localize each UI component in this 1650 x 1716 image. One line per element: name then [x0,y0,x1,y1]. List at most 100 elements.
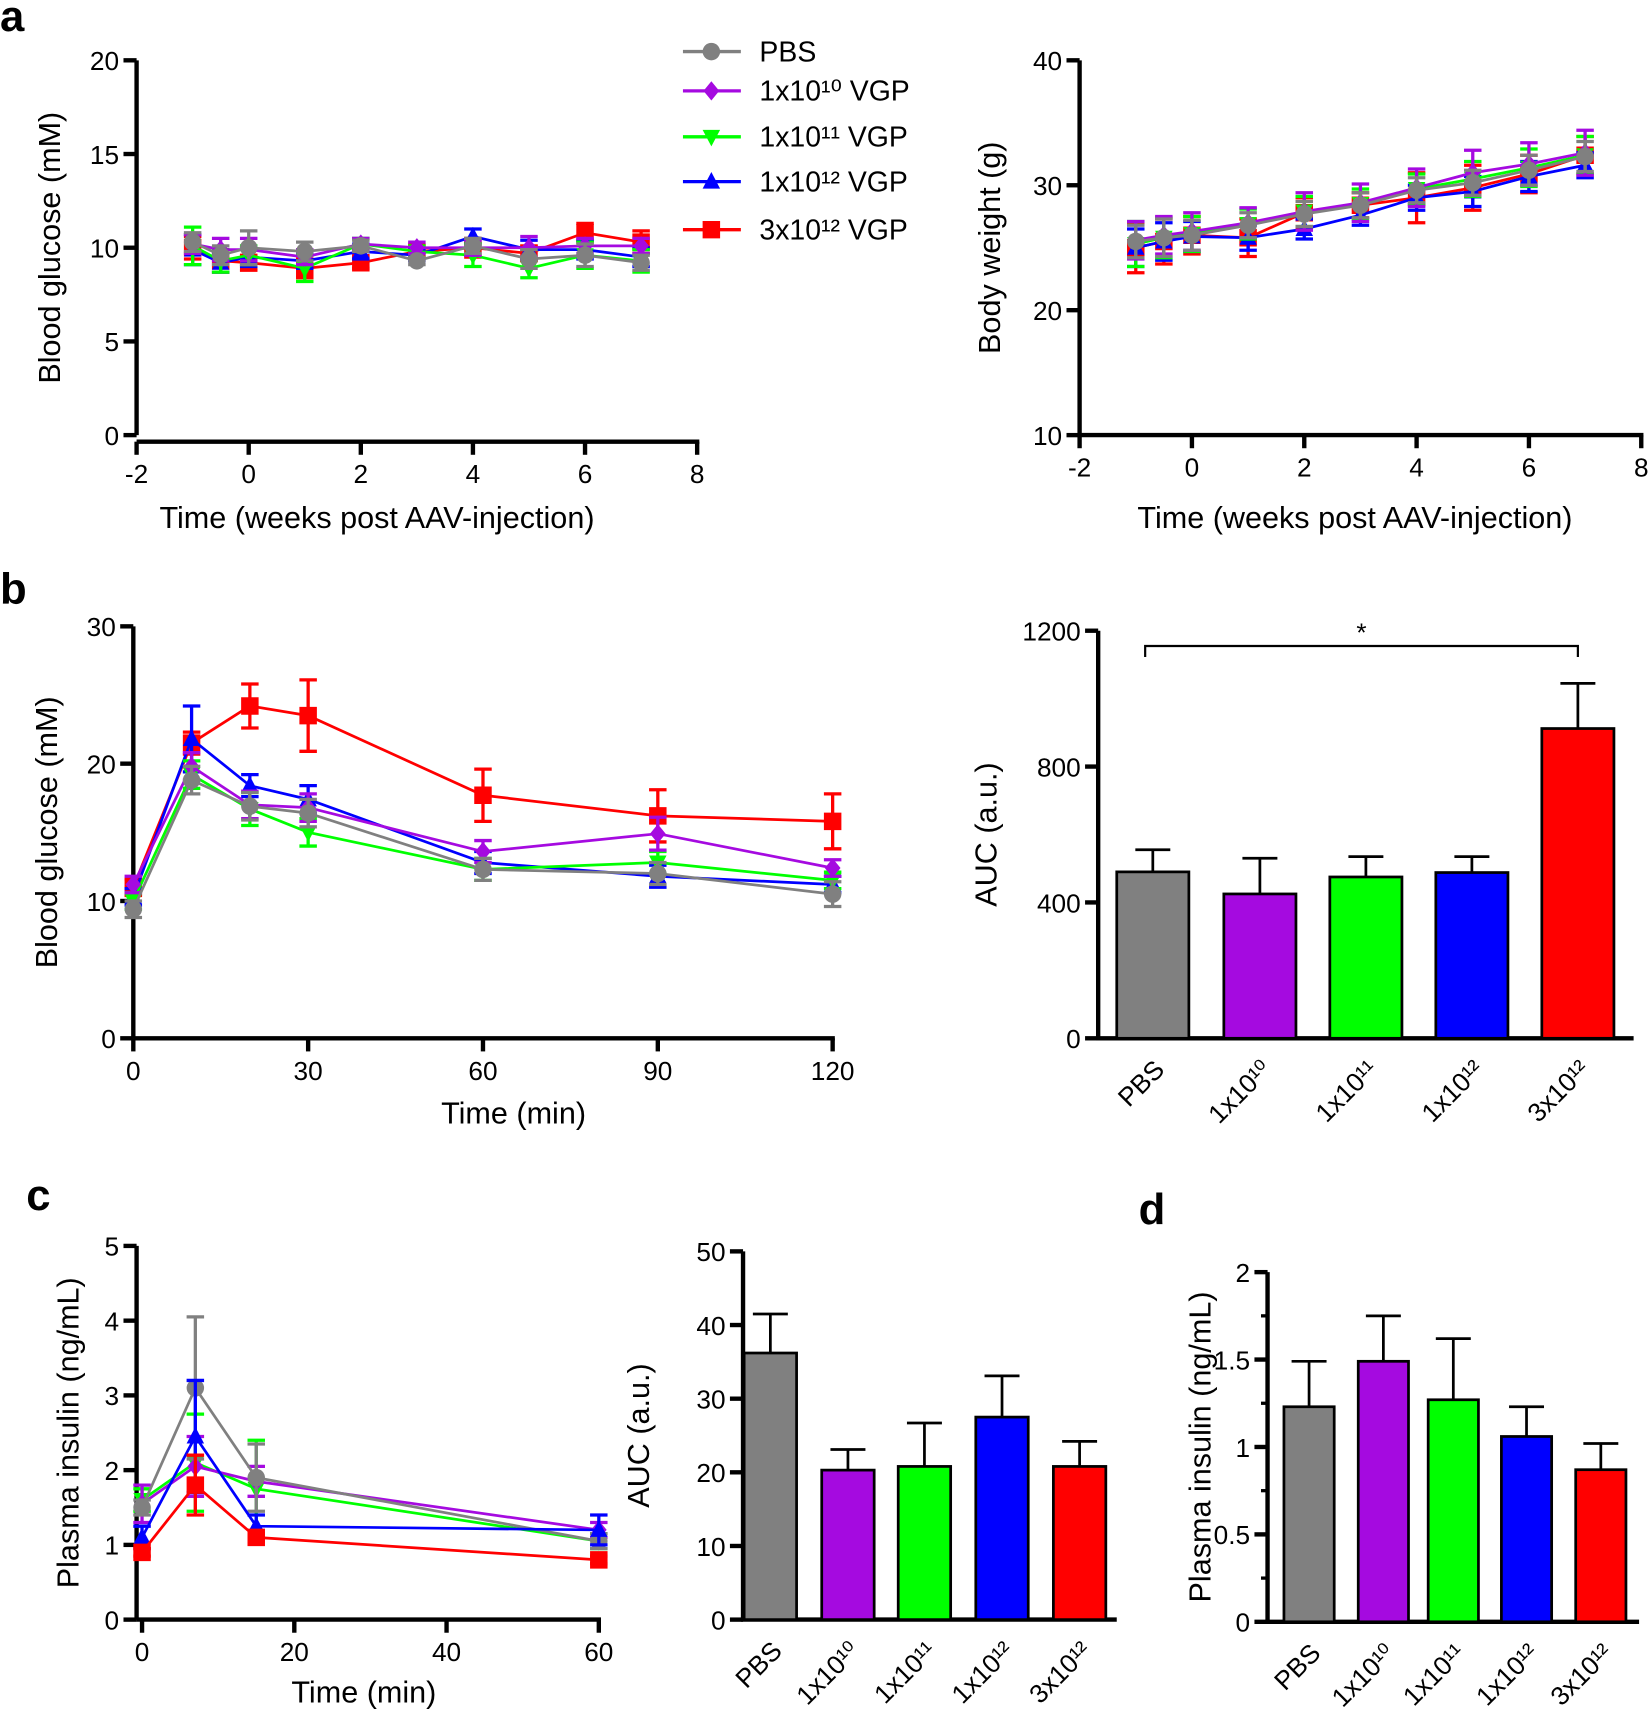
diamond-marker [409,238,425,258]
legend-label: 1x10¹¹ VGP [759,122,907,154]
x-tick-label: 6 [578,459,593,489]
diamond-marker [633,236,649,256]
bar-PBS [1115,870,1191,1040]
y-tick-label: 20 [87,749,116,779]
y-tick-label: 0 [105,1605,120,1635]
triangle-down-marker [299,825,317,842]
circle-marker [247,1468,265,1487]
circle-marker [1239,216,1257,234]
y-tick-label: 10 [90,234,119,264]
chart-b-line: 0 10 20 30 Blood glucose (mM) 0 30 60 90 120 Time … [30,612,855,1130]
x-tick-label: 0 [126,1056,141,1086]
y-tick-label: 20 [1033,296,1062,326]
legend-label: 1x10¹² VGP [759,166,907,198]
x-tick-label: 1x10¹² [1470,1637,1544,1711]
y-axis-label: Blood glucose (mM) [30,696,64,968]
y-tick-label: 4 [105,1306,120,1336]
x-tick-label: 120 [811,1056,855,1086]
square-marker [241,697,259,715]
circle-marker [632,253,650,272]
y-axis-label: Plasma insulin (ng/mL) [1184,1291,1218,1602]
series-line [192,242,642,270]
y-axis-label: Plasma insulin (ng/mL) [52,1277,86,1588]
y-tick-label: 10 [87,887,116,917]
chart-c-line: 0 1 2 3 4 5 Plasma insulin (ng/mL) 0 20 40 60 Time … [52,1232,614,1710]
x-tick-label: 1x10¹² [946,1635,1020,1709]
series-line [141,1461,600,1543]
series-line [192,231,642,270]
y-tick-label: 1.5 [1214,1345,1250,1375]
y-tick-label: 5 [105,1232,120,1262]
bar-1x10¹² [1500,1435,1554,1624]
circle-marker [649,864,667,883]
circle-marker [576,246,594,264]
square-marker [299,706,317,725]
panel-letter-c: c [26,1171,50,1220]
legend-label: 1x10¹⁰ VGP [759,76,909,108]
y-tick-label: 0 [105,421,120,451]
triangle-up-marker [133,1527,151,1545]
series-line [1135,151,1586,242]
x-axis-label: Time (min) [291,1676,436,1710]
bar-1x10¹¹ [1328,875,1404,1040]
circle-marker [239,238,258,257]
y-tick-label: 10 [1033,421,1062,451]
square-marker [590,1551,608,1569]
circle-marker [1407,181,1426,199]
bar-1x10¹⁰ [820,1468,876,1621]
circle-marker [1127,232,1145,251]
x-tick-label: 90 [643,1056,672,1086]
bar-1x10¹² [974,1415,1030,1621]
square-marker [474,786,492,804]
legend-item: 3x10¹² VGP [682,215,908,247]
chart-c-bar: 0 10 20 30 40 50 AUC (a.u.) PBS 1x10¹⁰ 1x10¹¹ 1x10… [622,1237,1117,1710]
circle-marker [182,771,201,789]
bar-1x10¹² [1434,871,1510,1040]
x-tick-label: 4 [466,459,481,489]
y-tick-label: 20 [90,46,119,76]
triangle-up-marker [702,171,721,189]
y-tick-label: 1 [105,1531,120,1561]
diamond-marker [649,824,666,844]
y-tick-label: 15 [90,140,119,170]
x-tick-label: 1x10¹¹ [1397,1637,1471,1711]
bar-3x10¹² [1574,1468,1628,1624]
y-tick-label: 1 [1235,1433,1250,1463]
diamond-marker [703,81,720,101]
legend-item: 1x10¹¹ VGP [682,122,908,154]
circle-marker [1295,205,1314,223]
triangle-down-marker [702,129,721,147]
y-tick-label: 0 [711,1605,726,1635]
y-tick-label: 800 [1037,752,1081,782]
series-line [140,1385,600,1543]
circle-marker [1183,226,1201,244]
y-tick-label: 30 [87,612,116,642]
y-tick-label: 50 [696,1237,725,1267]
legend-label: PBS [759,36,816,68]
circle-marker [124,900,143,918]
y-tick-label: 10 [696,1532,725,1562]
square-marker [823,812,842,831]
diamond-marker [125,874,142,895]
series-line [140,1433,599,1539]
x-tick-label: 3x10¹² [1023,1635,1097,1709]
x-tick-label: 8 [1634,453,1649,483]
legend-label: 3x10¹² VGP [759,215,907,247]
x-tick-label: 0 [1185,453,1200,483]
series-line [192,240,642,265]
series-line [140,1483,599,1562]
y-tick-label: 0 [1235,1608,1250,1638]
diamond-marker [824,858,841,878]
y-tick-label: 1200 [1022,617,1080,647]
square-marker [702,220,721,239]
square-marker [186,1476,205,1494]
x-tick-label: 1x10¹² [1415,1054,1489,1128]
circle-marker [296,242,314,261]
panel-letter-d: d [1139,1185,1166,1234]
panel-letter-b: b [0,564,27,613]
circle-marker [823,885,842,903]
series-3x10¹²-VGP [133,1453,608,1569]
y-tick-label: 5 [105,327,120,357]
